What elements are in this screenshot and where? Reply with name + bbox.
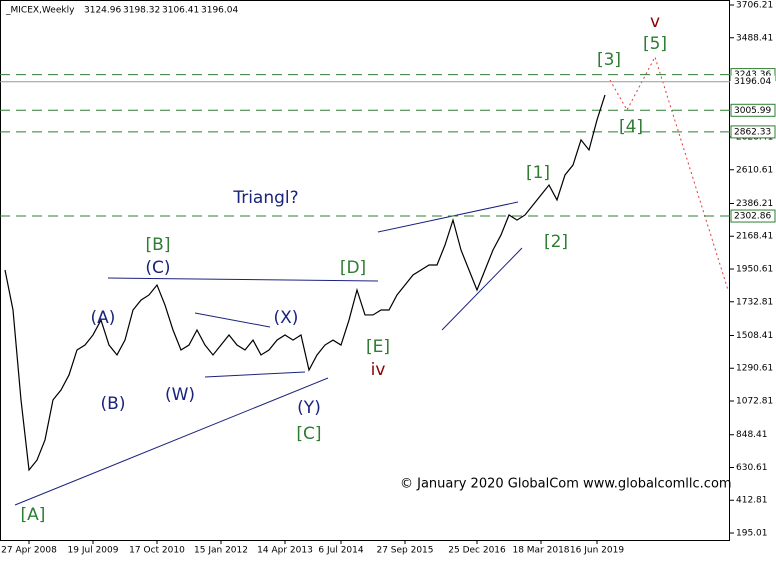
wave-label: (X) bbox=[274, 308, 299, 328]
y-tick-label: 1072.81 bbox=[736, 397, 773, 407]
x-tick-label: 25 Dec 2016 bbox=[448, 546, 506, 556]
level-box bbox=[730, 103, 776, 117]
wave-label: (A) bbox=[91, 308, 116, 328]
wave-label: [2] bbox=[544, 232, 568, 252]
trend-line bbox=[107, 277, 379, 282]
y-tick-label: 2168.41 bbox=[736, 232, 773, 242]
wave-label: (C) bbox=[145, 258, 170, 278]
x-tick-label: 18 Mar 2018 bbox=[512, 546, 569, 556]
wave-label: [3] bbox=[597, 50, 621, 70]
y-tick-label: 3706.21 bbox=[736, 1, 773, 11]
ohlc-value: 3198.32 bbox=[123, 6, 160, 16]
wave-label: [5] bbox=[643, 34, 667, 54]
wave-label: (Y) bbox=[297, 398, 321, 418]
x-tick-label: 16 Jun 2019 bbox=[570, 546, 624, 556]
wave-label: iv bbox=[371, 360, 386, 380]
level-box bbox=[730, 209, 776, 223]
level-label: 3005.99 bbox=[734, 106, 771, 116]
last-price-box bbox=[731, 75, 775, 88]
y-tick-label: 630.61 bbox=[736, 463, 768, 473]
symbol: _MICEX,Weekly bbox=[5, 6, 75, 16]
trend-lines bbox=[14, 201, 523, 506]
y-tick-label: 2610.61 bbox=[736, 165, 773, 175]
x-tick-label: 6 Jul 2014 bbox=[318, 546, 363, 556]
level-label: 3243.36 bbox=[734, 70, 771, 80]
x-tick-label: 15 Jan 2012 bbox=[194, 546, 248, 556]
wave-label: [4] bbox=[619, 117, 643, 137]
ohlc-value: 3106.41 bbox=[162, 6, 199, 16]
level-label: 2862.33 bbox=[734, 127, 771, 137]
trend-line bbox=[194, 312, 271, 328]
wave-label: [1] bbox=[526, 163, 550, 183]
trend-line bbox=[441, 247, 523, 331]
x-tick-label: 27 Apr 2008 bbox=[1, 546, 57, 556]
y-tick-label: 3488.41 bbox=[736, 33, 773, 43]
wave-label: (W) bbox=[165, 385, 195, 405]
level-box bbox=[730, 125, 776, 139]
wave-label: Triangl? bbox=[232, 188, 298, 208]
projection bbox=[609, 55, 729, 291]
trend-line bbox=[14, 377, 329, 506]
trend-line bbox=[377, 201, 519, 233]
x-tick-label: 17 Oct 2010 bbox=[129, 546, 185, 556]
wave-label: [B] bbox=[146, 235, 171, 255]
x-tick-label: 27 Sep 2015 bbox=[376, 546, 433, 556]
wave-label: v bbox=[650, 12, 660, 32]
y-tick-label: 1732.81 bbox=[736, 297, 773, 307]
y-tick-label: 1290.61 bbox=[736, 364, 773, 374]
y-tick-label: 1950.61 bbox=[736, 265, 773, 275]
wave-label: [A] bbox=[21, 505, 46, 525]
wave-label: [C] bbox=[296, 424, 321, 444]
last-price-label: 3196.04 bbox=[734, 77, 771, 87]
y-tick-label: 1508.41 bbox=[736, 331, 773, 341]
level-label: 2302.86 bbox=[734, 212, 771, 222]
wave-label: (B) bbox=[101, 394, 126, 414]
trend-line bbox=[204, 371, 306, 378]
y-tick-label: 412.81 bbox=[736, 496, 768, 506]
y-tick-label: 195.01 bbox=[736, 529, 768, 539]
x-tick-label: 19 Jul 2009 bbox=[68, 546, 119, 556]
wave-label: [E] bbox=[366, 337, 390, 357]
ohlc-value: 3196.04 bbox=[201, 6, 238, 16]
x-tick-label: 14 Apr 2013 bbox=[257, 546, 313, 556]
ohlc-value: 3124.96 bbox=[84, 6, 121, 16]
watermark: © January 2020 GlobalCom www.globalcomll… bbox=[400, 477, 732, 492]
wave-label: [D] bbox=[340, 258, 366, 278]
y-tick-label: 848.41 bbox=[736, 430, 768, 440]
plot-frame bbox=[0, 0, 730, 541]
price-line bbox=[4, 94, 606, 472]
y-tick-label: 2386.21 bbox=[736, 199, 773, 209]
